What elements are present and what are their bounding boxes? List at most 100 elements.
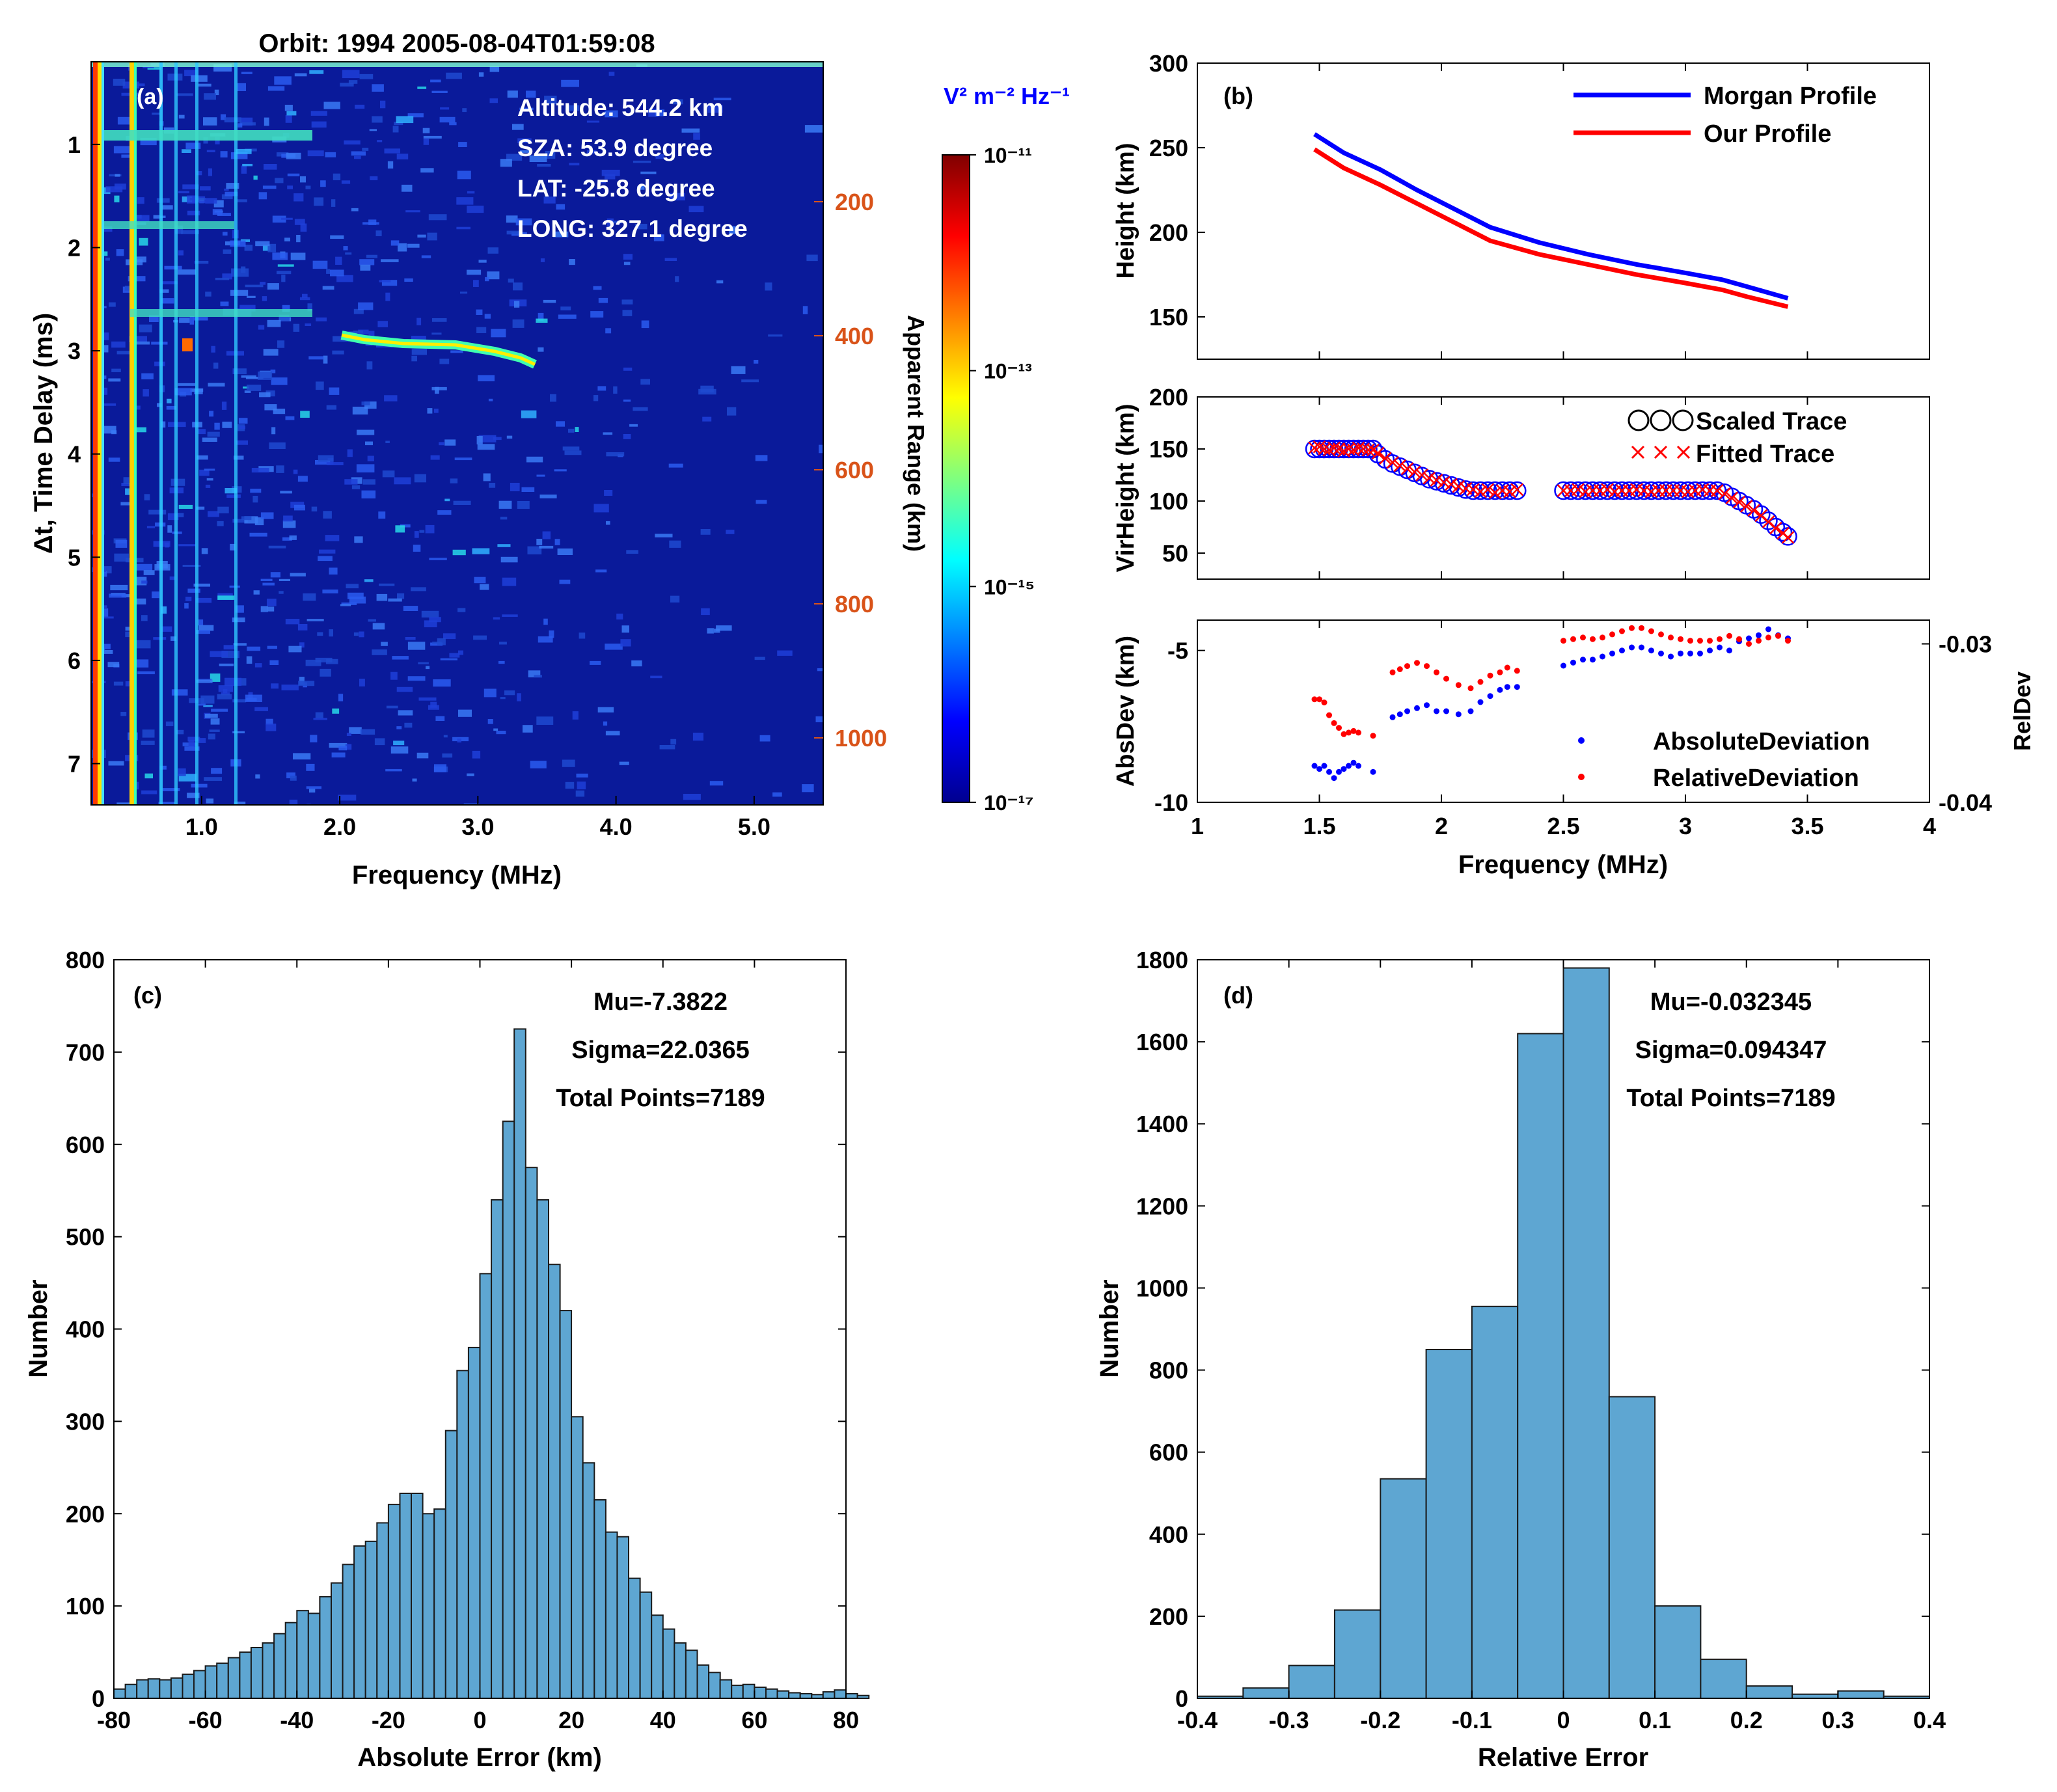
fitted-trace-point (1725, 491, 1739, 505)
speckle-patch (601, 169, 620, 176)
info-altitude: Altitude: 544.2 km (517, 94, 724, 121)
speckle-patch (487, 247, 498, 254)
speckle-patch (255, 241, 270, 247)
y-tick-label: 200 (66, 1500, 105, 1527)
speckle-patch (238, 123, 243, 128)
speckle-patch (385, 768, 402, 772)
speckle-patch (305, 185, 311, 189)
speckle-patch (128, 276, 146, 282)
x-tick-label: -20 (372, 1707, 405, 1733)
speckle-patch (329, 387, 340, 395)
plasma-line-6 (234, 62, 238, 805)
speckle-patch (670, 193, 685, 200)
speckle-patch (345, 252, 352, 255)
rel-deviation-point (1336, 725, 1342, 731)
speckle-patch (102, 403, 116, 406)
histogram-bar (1837, 1690, 1885, 1699)
speckle-patch (507, 90, 518, 98)
speckle-patch (208, 733, 215, 740)
speckle-patch (116, 249, 124, 256)
speckle-patch (194, 388, 203, 394)
speckle-patch (318, 455, 334, 462)
rel-deviation-point (1487, 672, 1493, 679)
fitted-trace-point (1747, 504, 1760, 517)
abs-deviation-point (1560, 662, 1566, 669)
speckle-patch (731, 366, 746, 374)
speckle-patch (196, 630, 210, 634)
plasma-line-1c (102, 62, 104, 805)
speckle-patch (443, 633, 456, 640)
speckle-patch (819, 444, 823, 454)
speckle-patch (133, 598, 146, 604)
speckle-patch (289, 799, 298, 805)
colorbar-tick-label: 10⁻¹⁵ (984, 575, 1035, 599)
speckle-patch (214, 422, 220, 430)
speckle-patch (664, 258, 677, 261)
speckle-patch (262, 582, 275, 586)
speckle-patch (105, 257, 110, 261)
speckle-patch (146, 526, 156, 528)
abs-deviation-point (1331, 775, 1337, 781)
speckle-patch (450, 478, 458, 483)
speckle-patch (593, 395, 599, 401)
abs-deviation-point (1746, 635, 1752, 642)
speckle-patch (416, 752, 429, 759)
abs-deviation-point (1726, 647, 1732, 654)
abs-deviation-point (1467, 708, 1474, 714)
y-tick-label: 1400 (1136, 1111, 1188, 1137)
speckle-patch (161, 281, 178, 284)
speckle-patch (400, 524, 411, 528)
x-tick-label: -80 (97, 1707, 131, 1733)
speckle-patch (276, 465, 284, 473)
histogram-bar (136, 1679, 149, 1700)
speckle-patch (114, 195, 120, 202)
speckle-patch (300, 411, 310, 418)
speckle-patch (294, 504, 305, 511)
speckle-patch (517, 138, 532, 143)
speckle-patch (224, 117, 241, 123)
speckle-patch (289, 535, 297, 540)
histogram-bar (731, 1685, 744, 1700)
speckle-patch (111, 368, 121, 372)
speckle-patch (230, 152, 248, 159)
speckle-patch (802, 306, 808, 314)
histogram-bar (662, 1628, 675, 1700)
profile-line-morgan-profile (1313, 132, 1789, 301)
speckle-patch (208, 383, 225, 387)
speckle-patch (158, 802, 175, 805)
top-y-tick-label: 150 (1149, 304, 1188, 331)
speckle-patch (633, 160, 651, 163)
speckle-patch (187, 793, 200, 798)
scaled-trace-point (1305, 439, 1324, 459)
range-tick-label: 400 (835, 323, 874, 349)
abs-deviation-point (1424, 702, 1430, 709)
fitted-trace-point (1718, 487, 1731, 500)
speckle-patch (354, 156, 361, 159)
speckle-patch (586, 150, 597, 154)
speckle-patch (152, 591, 159, 599)
y-tick-label: 400 (66, 1316, 105, 1343)
speckle-patch (411, 355, 417, 362)
speckle-patch (160, 215, 166, 218)
speckle-patch (634, 224, 647, 230)
speckle-patch (281, 217, 293, 220)
speckle-patch (159, 289, 169, 293)
speckle-patch (113, 146, 131, 154)
histogram-bar (548, 1264, 561, 1699)
histogram-bar (513, 1028, 526, 1699)
speckle-patch (498, 500, 512, 509)
fitted-trace-point (1452, 480, 1465, 493)
speckle-patch (279, 591, 284, 594)
x-tick-label: -0.3 (1269, 1707, 1309, 1733)
histogram-bar (708, 1672, 721, 1700)
speckle-patch (144, 773, 153, 779)
speckle-patch (421, 610, 439, 618)
speckle-patch (568, 428, 575, 433)
speckle-patch (184, 70, 198, 77)
speckle-patch (403, 606, 418, 611)
speckle-patch (286, 111, 297, 116)
speckle-patch (483, 473, 491, 482)
histogram-bar (422, 1513, 435, 1700)
speckle-patch (502, 614, 518, 617)
histogram-bar (856, 1694, 870, 1699)
